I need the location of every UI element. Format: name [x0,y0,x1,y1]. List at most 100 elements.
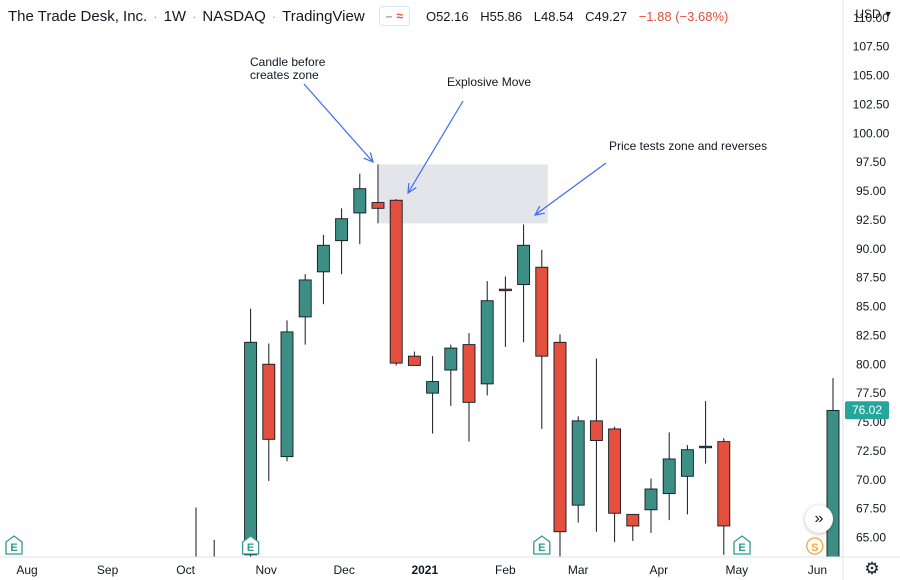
y-tick-label: 95.00 [856,184,886,198]
candle-up[interactable] [480,281,494,396]
candle-body [335,218,349,242]
candle-down[interactable] [462,333,476,442]
interval-label[interactable]: 1W [163,7,187,25]
candle-body [608,428,622,514]
currency-selector[interactable]: USD ▼ [848,2,900,26]
wave-icon: ≈ [396,9,403,23]
y-tick-label: 102.50 [853,97,890,111]
candle-down[interactable] [717,438,731,555]
annotation-text: Price tests zone and reverses [609,139,767,153]
candle-down[interactable] [608,426,622,543]
annotation-line: Explosive Move [447,75,531,89]
y-tick-label: 107.50 [853,40,890,54]
marker-badge [5,535,23,555]
ohlc-readout: O52.16 H55.86 L48.54 C49.27 −1.88 (−3.68… [426,9,736,24]
candle-body [371,202,385,209]
x-tick-label: Feb [495,563,516,577]
marker-badge [806,537,824,555]
separator: · [192,8,197,24]
candle-up[interactable] [826,378,840,558]
earnings-marker[interactable]: E [533,535,551,555]
candle-body [662,458,676,495]
y-tick-label: 110.00 [853,11,889,25]
candle-down[interactable] [553,334,567,557]
candle-body [280,331,294,458]
symbol-name[interactable]: The Trade Desk, Inc. [8,7,148,25]
earnings-marker[interactable]: E [241,535,260,555]
annotation-arrow [534,162,607,216]
candle-down[interactable] [389,199,403,366]
marker-badge [241,535,260,555]
supply-zone [379,164,548,224]
y-tick-label: 82.50 [856,328,886,342]
y-tick-label: 80.00 [856,357,886,371]
x-tick-label: May [725,563,748,577]
last-price-label: 76.02 [852,403,882,417]
y-tick-label: 70.00 [856,473,886,487]
low-value: L48.54 [533,8,574,24]
candle-up[interactable] [426,356,440,434]
candle-up[interactable] [571,416,585,523]
candle-up[interactable] [662,432,676,521]
candle-up[interactable] [244,308,258,557]
marker-label: E [247,542,254,554]
marker-badge [733,535,751,555]
candle-body [498,288,512,292]
candle-down[interactable] [407,351,421,366]
change-value: −1.88 (−3.68%) [638,8,729,24]
candle-body [826,410,840,558]
last-price-badge [845,401,889,420]
y-tick-label: 105.00 [853,69,890,83]
candle-down[interactable] [498,276,512,347]
candle-up[interactable] [353,173,367,245]
marker-badge [533,535,551,555]
y-tick-label: 90.00 [856,242,886,256]
annotation-line: Price tests zone and reverses [609,139,767,153]
y-tick-label: 72.50 [856,444,886,458]
y-tick-label: 65.00 [856,531,886,545]
candle-up[interactable] [280,320,294,462]
candle-body [244,341,258,556]
x-tick-label: Mar [568,563,589,577]
minus-icon: – [385,9,393,23]
y-tick-label: 97.50 [856,155,886,169]
candle-up[interactable] [298,274,312,345]
scroll-to-realtime-button[interactable]: » [805,505,833,533]
candle-down[interactable] [371,164,385,224]
earnings-marker[interactable]: E [733,535,751,555]
candle-body [353,188,367,214]
high-value: H55.86 [480,8,523,24]
chart-settings-button[interactable]: ⚙ [856,557,888,580]
candle-up[interactable] [517,224,531,343]
x-tick-label: Oct [176,563,195,577]
candle-up[interactable] [316,234,330,305]
separator: · [153,8,158,24]
candle-body [717,441,731,527]
candle-body [699,445,713,449]
candle-up[interactable] [680,445,694,515]
candle-down[interactable] [262,343,276,481]
marker-label: E [538,542,545,554]
candle-body [444,347,458,371]
indicator-toggle[interactable]: – ≈ [378,6,410,26]
candle-up[interactable] [335,208,349,275]
exchange-label: NASDAQ [202,7,266,25]
candle-down[interactable] [626,513,640,541]
annotation-text: Candle before creates zone [250,55,326,82]
candle-body [407,355,421,366]
split-marker[interactable]: S [806,537,824,555]
chart-header: The Trade Desk, Inc. · 1W · NASDAQ · Tra… [0,0,840,32]
candle-body [680,449,694,477]
candle-body [626,513,640,527]
source-label: TradingView [282,7,365,25]
double-chevron-right-icon: » [814,510,824,527]
candle-up[interactable] [444,344,458,406]
x-tick-label: Jun [808,563,827,577]
candle-up[interactable] [699,401,713,464]
candle-body [644,488,658,511]
candle-down[interactable] [589,358,603,532]
candle-up[interactable] [644,478,658,533]
candle-down[interactable] [535,249,549,429]
earnings-marker[interactable]: E [5,535,23,555]
